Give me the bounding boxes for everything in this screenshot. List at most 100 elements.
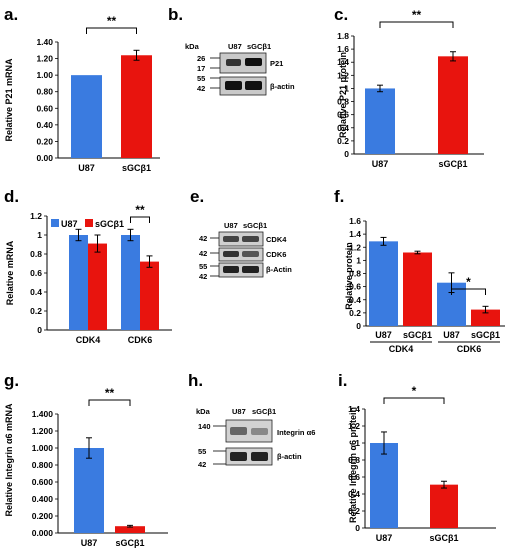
chart-g-significance-label: ** xyxy=(105,386,115,400)
chart-f-significance-label: * xyxy=(466,275,471,289)
chart-f-group-label-cdk6: CDK6 xyxy=(457,344,482,354)
wb-b-marker-3: 55 xyxy=(197,74,205,83)
wb-b-lane-2: sGCβ1 xyxy=(247,42,271,51)
panel-label-i: i. xyxy=(338,371,347,390)
chart-g-bar-0 xyxy=(74,448,104,533)
chart-c-ytick-label: 0.4 xyxy=(337,123,349,133)
chart-f-ytick-label: 0.4 xyxy=(349,295,361,305)
chart-a-bar-1 xyxy=(121,55,152,158)
chart-i-bar-0 xyxy=(370,443,398,528)
chart-i-ytick-label: 0.6 xyxy=(348,472,360,482)
wb-e-blot-cdk4 xyxy=(218,231,264,247)
chart-f-bar-0 xyxy=(369,241,398,326)
chart-i-ytick-label: 1.4 xyxy=(348,404,360,414)
wb-b-marker-1: 26 xyxy=(197,54,205,63)
chart-a-significance-bracket xyxy=(86,27,137,34)
wb-h-lane-2: sGCβ1 xyxy=(252,407,276,416)
chart-g-x-category-label: sGCβ1 xyxy=(115,538,144,548)
wb-b-marker-2: 17 xyxy=(197,64,205,73)
chart-g-ytick-label: 0.000 xyxy=(32,528,54,538)
chart-f-x-category-label: sGCβ1 xyxy=(471,330,500,340)
chart-d-bar-sGCβ1-0 xyxy=(88,243,107,330)
chart-g-ytick-label: 0.800 xyxy=(32,460,54,470)
chart-i-significance-label: * xyxy=(412,384,417,398)
chart-f-significance-bracket xyxy=(451,288,486,295)
chart-c-bar-1 xyxy=(438,56,468,155)
chart-d-bar-U87-0 xyxy=(69,235,88,330)
panel-label-f: f. xyxy=(334,187,344,206)
wb-h-band-1: Integrin α6 xyxy=(277,428,315,437)
chart-c-significance-label: ** xyxy=(412,8,422,22)
chart-f-y-axis-title: Relative protein xyxy=(344,242,354,310)
wb-e-marker-2: 42 xyxy=(199,249,207,258)
wb-h-marker-2: 55 xyxy=(198,447,206,456)
chart-g-ytick-label: 1.200 xyxy=(32,426,54,436)
chart-c-ytick-label: 1.2 xyxy=(337,70,349,80)
western-blot-b: kDa U87 sGCβ1 26 17 55 42 P21 β-actin xyxy=(185,42,295,96)
wb-e-band-1: CDK4 xyxy=(266,235,287,244)
wb-b-lane-1: U87 xyxy=(228,42,242,51)
wb-e-band-3: β-Actin xyxy=(266,265,292,274)
chart-f-bar-3 xyxy=(471,309,500,326)
chart-i-x-category-label: sGCβ1 xyxy=(429,533,458,543)
chart-f-x-category-label: U87 xyxy=(375,330,392,340)
western-blot-h: kDa U87 sGCβ1 140 55 42 Integrin α6 β-ac… xyxy=(196,407,315,469)
chart-f-ytick-label: 0.2 xyxy=(349,308,361,318)
chart-a-ytick-label: 0.20 xyxy=(36,136,53,146)
chart-c-ytick-label: 0 xyxy=(344,149,349,159)
chart-f-group-label-cdk4: CDK4 xyxy=(389,344,414,354)
panel-label-h: h. xyxy=(188,371,203,390)
panel-label-g: g. xyxy=(4,371,19,390)
wb-b-band-2: β-actin xyxy=(270,82,295,91)
wb-h-band-2: β-actin xyxy=(277,452,302,461)
panel-label-b: b. xyxy=(168,5,183,24)
chart-d-x-category-label: CDK4 xyxy=(76,335,101,345)
chart-d-ytick-label: 0.6 xyxy=(30,268,42,278)
chart-d-bar-sGCβ1-1 xyxy=(140,261,159,330)
chart-d-ytick-label: 0 xyxy=(37,325,42,335)
chart-c-ytick-label: 1.4 xyxy=(337,57,349,67)
chart-c-ytick-label: 0.2 xyxy=(337,136,349,146)
chart-d-ytick-label: 0.2 xyxy=(30,306,42,316)
chart-d-ytick-label: 1 xyxy=(37,230,42,240)
wb-e-marker-4: 42 xyxy=(199,272,207,281)
chart-i-bar-1 xyxy=(430,484,458,528)
chart-d-y-axis-title: Relative mRNA xyxy=(5,240,15,305)
chart-g-ytick-label: 0.200 xyxy=(32,511,54,521)
wb-e-band-2: CDK6 xyxy=(266,250,286,259)
chart-i-ytick-label: 1.2 xyxy=(348,421,360,431)
chart-g-bar-1 xyxy=(115,526,145,533)
western-blot-e: U87 sGCβ1 42 42 55 42 CDK4 CDK6 β-Actin xyxy=(199,221,292,281)
chart-d-cdk-mrna: 0 0.2 0.4 0.6 0.8 1 1.2 Relative mRNA CDK4 CDK6 U8… xyxy=(5,203,172,345)
wb-b-marker-4: 42 xyxy=(197,84,205,93)
chart-a-significance-label: ** xyxy=(107,14,117,28)
chart-f-cdk-protein: 0 0.2 0.4 0.6 0.8 1 1.2 1.4 1.6 Relative protein U… xyxy=(344,216,505,354)
chart-f-ytick-label: 1 xyxy=(356,255,361,265)
wb-h-lane-1: U87 xyxy=(232,407,246,416)
chart-a-ytick-label: 0.60 xyxy=(36,103,53,113)
chart-a-ytick-label: 0.00 xyxy=(36,153,53,163)
panel-label-c: c. xyxy=(334,5,348,24)
chart-i-ytick-label: 0.4 xyxy=(348,489,360,499)
panel-label-d: d. xyxy=(4,187,19,206)
chart-a-p21-mrna: 0.00 0.20 0.40 0.60 0.80 1.00 1.20 1.40 Relative… xyxy=(4,14,160,173)
chart-i-y-axis-title: Relative Integrin α6 protein xyxy=(348,407,358,523)
chart-f-ytick-label: 0.6 xyxy=(349,282,361,292)
chart-d-significance-bracket xyxy=(130,216,150,223)
chart-f-ytick-label: 0.8 xyxy=(349,269,361,279)
panel-label-e: e. xyxy=(190,187,204,206)
wb-h-marker-1: 140 xyxy=(198,422,211,431)
chart-a-y-axis-title: Relative P21 mRNA xyxy=(4,58,14,142)
wb-h-marker-3: 42 xyxy=(198,460,206,469)
chart-d-ytick-label: 0.8 xyxy=(30,249,42,259)
chart-c-ytick-label: 0.6 xyxy=(337,110,349,120)
wb-b-band-1: P21 xyxy=(270,59,283,68)
chart-c-ytick-label: 0.8 xyxy=(337,97,349,107)
chart-g-integrin-mrna: 0.000 0.200 0.400 0.600 0.800 1.000 1.200 1.400… xyxy=(4,386,168,548)
chart-c-x-category-label: U87 xyxy=(372,159,389,169)
chart-g-y-axis-title: Relative Integrin α6 mRNA xyxy=(4,403,14,517)
chart-d-bar-U87-1 xyxy=(121,235,140,330)
chart-g-ytick-label: 0.400 xyxy=(32,494,54,504)
